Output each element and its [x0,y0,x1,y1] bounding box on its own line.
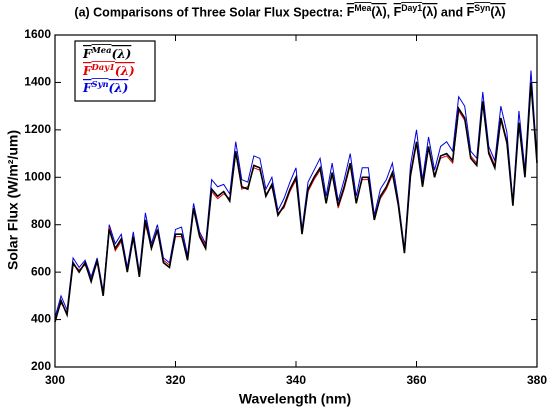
x-axis-label: Wavelength (nm) [239,391,351,407]
y-tick-label: 1400 [24,75,51,89]
y-tick-label: 400 [31,312,51,326]
plot-frame [54,34,538,368]
y-tick-label: 1600 [24,27,51,41]
y-tick-label: 200 [31,359,51,373]
series-line [54,82,538,323]
legend-label: FDay1(λ) [82,62,135,78]
chart-title: (a) Comparisons of Three Solar Flux Spec… [74,3,505,19]
y-tick-label: 1000 [24,169,51,183]
x-tick-label: 300 [45,373,65,387]
x-tick-label: 340 [286,373,306,387]
y-tick-label: 600 [31,264,51,278]
x-tick-label: 320 [165,373,185,387]
y-tick-label: 1200 [24,122,51,136]
legend-label: FMea(λ) [82,45,131,61]
legend-box [74,40,156,102]
y-tick-label: 800 [31,217,51,231]
series-line [54,70,538,318]
x-tick-label: 380 [527,373,547,387]
y-axis-label: Solar Flux (W/m²/um) [5,130,21,270]
x-tick-label: 360 [406,373,426,387]
legend-label: FSyn(λ) [82,79,128,95]
